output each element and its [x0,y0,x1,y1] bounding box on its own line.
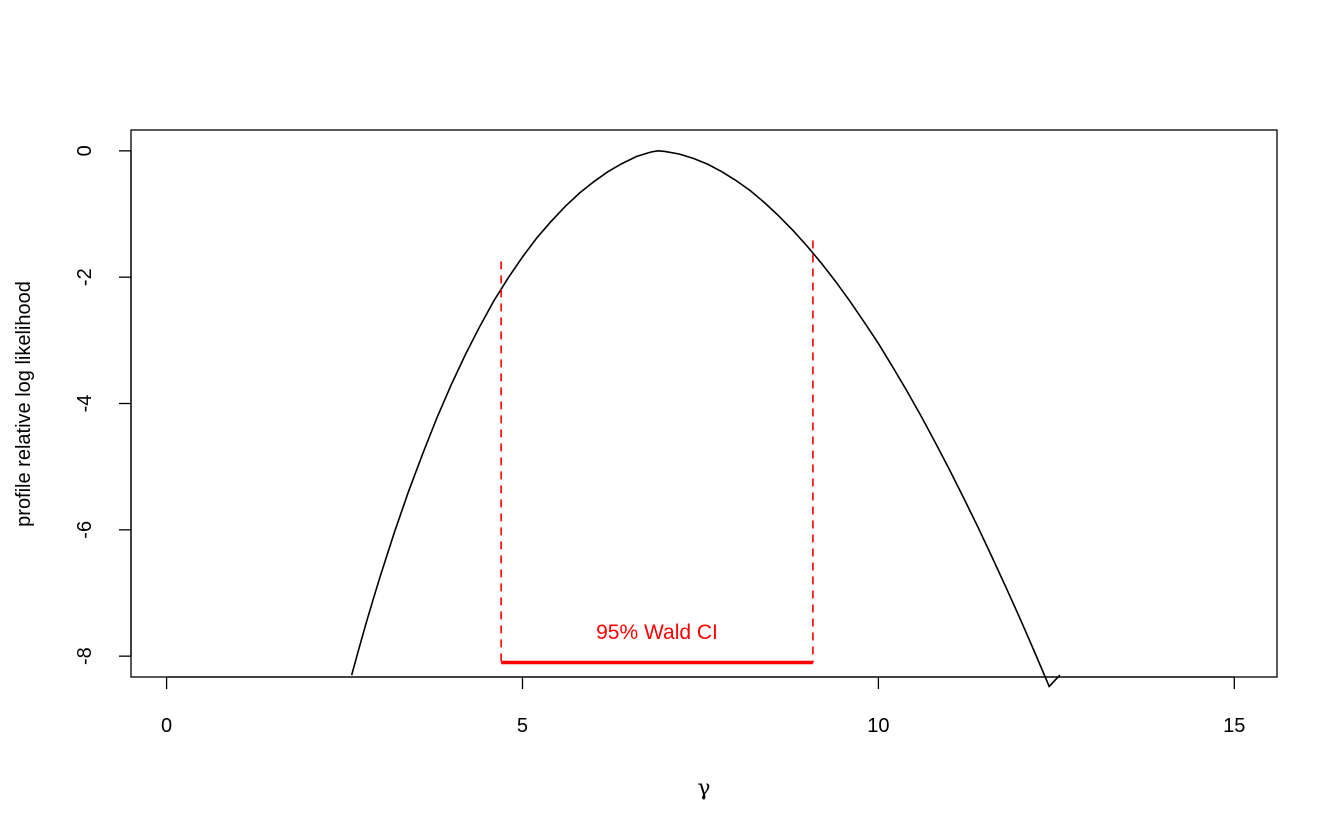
x-tick-label: 10 [867,715,889,737]
y-axis: 0 -2 -4 -6 -8 [74,145,132,665]
ci-label: 95% Wald CI [596,621,718,644]
y-tick-label: -4 [74,395,96,413]
x-tick-label: 15 [1223,715,1245,737]
y-axis-title: profile relative log likelihood [13,281,35,527]
x-tick-label: 5 [517,715,528,737]
y-tick-label: -6 [74,521,96,539]
plot-frame [130,129,1278,678]
x-axis-title: γ [697,776,710,801]
series-layer [350,150,1061,688]
confidence-interval: 95% Wald CI [500,240,814,665]
x-tick-label: 0 [161,715,172,737]
likelihood-curve [350,150,1061,688]
y-tick-label: -8 [74,647,96,665]
x-axis: 0 5 10 15 [161,676,1245,737]
y-tick-label: -2 [74,268,96,286]
y-tick-label: 0 [74,145,96,156]
